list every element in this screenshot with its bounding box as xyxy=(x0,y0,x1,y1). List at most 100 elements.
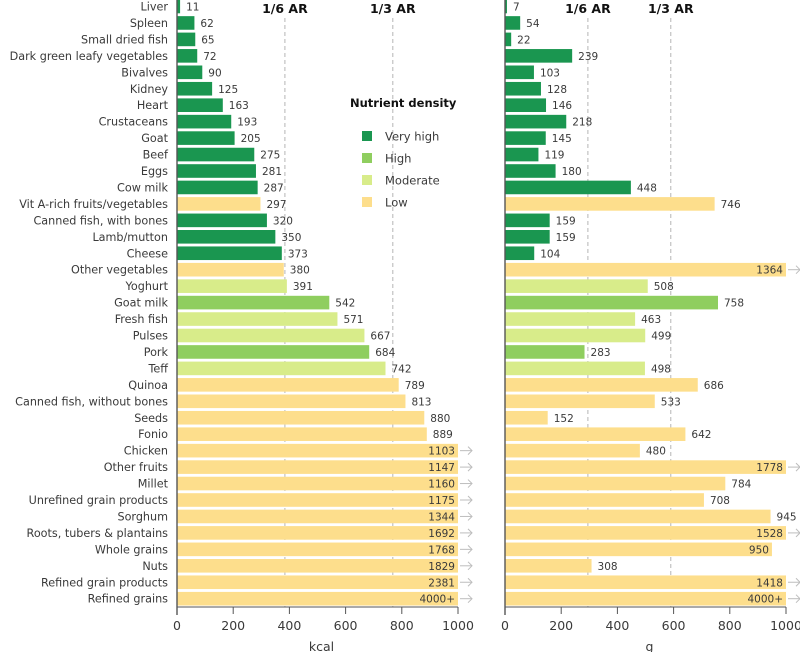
arrow-head xyxy=(795,528,800,538)
value-label: 758 xyxy=(724,298,744,310)
category-label: Teff xyxy=(147,362,168,375)
bar xyxy=(177,361,386,376)
bar xyxy=(177,559,458,573)
category-label: Unrefined grain products xyxy=(29,494,169,507)
bar xyxy=(177,16,195,30)
value-label: 742 xyxy=(392,363,412,375)
bar xyxy=(505,509,771,524)
value-label: 463 xyxy=(641,314,661,326)
value-label: 283 xyxy=(591,347,611,359)
value-label: 90 xyxy=(208,67,221,79)
x-tick-label: 200 xyxy=(549,618,573,633)
x-tick-label: 800 xyxy=(718,618,742,633)
value-label: 1528 xyxy=(756,528,783,540)
bar xyxy=(505,213,550,228)
category-label: Refined grains xyxy=(88,593,169,606)
bar xyxy=(177,0,181,14)
value-label: 146 xyxy=(552,100,572,112)
bar xyxy=(505,443,640,458)
bar xyxy=(505,16,521,30)
value-label: 533 xyxy=(661,396,681,408)
value-label: 72 xyxy=(203,51,216,63)
x-tick-label: 1000 xyxy=(770,618,800,633)
legend-swatch xyxy=(362,131,372,141)
arrow-head xyxy=(467,528,473,538)
value-label: 1364 xyxy=(756,265,783,277)
category-label: Liver xyxy=(141,1,169,14)
value-label: 62 xyxy=(200,18,213,30)
bar xyxy=(505,262,786,277)
value-label: 480 xyxy=(646,446,666,458)
bar xyxy=(505,410,548,425)
value-label: 784 xyxy=(731,479,751,491)
bar xyxy=(177,279,287,293)
value-label: 180 xyxy=(562,166,582,178)
x-tick-label: 800 xyxy=(390,618,414,633)
arrow-head xyxy=(467,594,473,604)
category-label: Chicken xyxy=(124,445,168,458)
category-label: Quinoa xyxy=(128,379,168,392)
category-label: Lamb/mutton xyxy=(92,231,168,244)
value-label: 499 xyxy=(651,331,671,343)
category-label: Roots, tubers & plantains xyxy=(27,527,169,540)
bar xyxy=(177,295,330,310)
category-label: Nuts xyxy=(142,560,168,573)
x-axis: 0 200 400 600 800 1000 kcal xyxy=(173,0,474,652)
category-label: Dark green leafy vegetables xyxy=(10,50,169,63)
legend-label: Low xyxy=(385,196,408,210)
reference-line-label: 1/3 AR xyxy=(648,1,694,16)
value-label: 1344 xyxy=(428,511,455,523)
bar xyxy=(505,32,512,47)
value-label: 746 xyxy=(721,199,741,211)
arrow-head xyxy=(467,577,473,587)
category-label: Heart xyxy=(137,99,169,112)
bar xyxy=(505,493,704,507)
value-label: 642 xyxy=(691,429,711,441)
bar xyxy=(177,443,458,458)
legend: Nutrient density Very high High Moderate Low xyxy=(350,96,457,210)
x-tick-label: 1000 xyxy=(442,618,474,633)
value-label: 2381 xyxy=(428,577,455,589)
category-label: Refined grain products xyxy=(41,576,168,589)
category-label: Sorghum xyxy=(117,510,168,523)
category-label: Kidney xyxy=(130,83,169,96)
arrow-head xyxy=(795,462,800,472)
bar xyxy=(505,49,573,63)
bar xyxy=(177,180,258,195)
category-label: Pulses xyxy=(133,330,168,343)
bar xyxy=(505,460,786,474)
value-label: 789 xyxy=(405,380,425,392)
overflow-arrow-icon xyxy=(788,594,800,604)
value-label: 163 xyxy=(229,100,249,112)
bar xyxy=(505,361,645,376)
x-axis: 0 200 400 600 800 1000 g xyxy=(501,0,800,652)
category-label: Bivalves xyxy=(121,66,168,79)
arrow-head xyxy=(467,544,473,554)
value-label: 1768 xyxy=(428,544,455,556)
bar xyxy=(505,542,772,557)
bar xyxy=(177,312,338,326)
category-label: Small dried fish xyxy=(81,33,168,46)
arrow-head xyxy=(467,462,473,472)
value-label: 239 xyxy=(578,51,598,63)
bar xyxy=(177,345,370,359)
bar xyxy=(177,262,284,277)
value-label: 281 xyxy=(262,166,282,178)
value-label: 350 xyxy=(281,232,301,244)
category-label: Yoghurt xyxy=(125,280,169,293)
arrow-head xyxy=(795,265,800,275)
bar xyxy=(505,180,631,195)
bar xyxy=(177,213,267,228)
value-label: 1175 xyxy=(428,495,455,507)
value-label: 667 xyxy=(370,331,390,343)
overflow-arrow-icon xyxy=(788,528,800,538)
x-axis-title: kcal xyxy=(309,639,334,652)
bar xyxy=(505,197,715,211)
value-label: 1418 xyxy=(756,577,783,589)
value-label: 950 xyxy=(749,544,769,556)
x-tick-label: 600 xyxy=(662,618,686,633)
bar xyxy=(177,164,256,178)
x-tick-label: 0 xyxy=(173,618,181,633)
